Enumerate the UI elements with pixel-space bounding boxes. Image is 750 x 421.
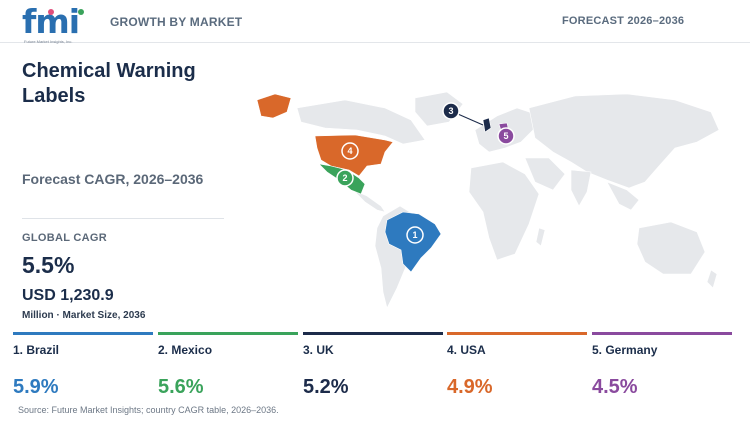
country-label: 3. UK: [303, 343, 334, 357]
logo-dot-icon: [78, 9, 84, 15]
map-marker-uk: [442, 102, 460, 120]
country-cagr-value: 4.9%: [447, 376, 493, 398]
map-marker-number: 4: [347, 146, 352, 156]
country-cagr-value: 5.6%: [158, 376, 204, 398]
middle-east-land: [524, 157, 566, 191]
forecast-subtitle: Forecast CAGR, 2026–2036: [22, 171, 204, 187]
country-label: 5. Germany: [592, 343, 658, 357]
country-cagr-value: 5.2%: [303, 376, 349, 398]
map-marker-germany: [497, 127, 515, 145]
card-accent-bar: [303, 332, 443, 335]
country-card: 2. Mexico 5.6%: [158, 332, 298, 402]
logo-tagline: Future Market Insights, Inc.: [24, 39, 73, 44]
alaska-shape: [256, 93, 292, 119]
map-marker-brazil: [406, 226, 424, 244]
card-accent-bar: [158, 332, 298, 335]
growth-by-market-label: GROWTH BY MARKET: [110, 15, 243, 29]
land-masses: [296, 91, 720, 309]
card-accent-bar: [447, 332, 587, 335]
uk-shape: [482, 117, 492, 133]
country-card: 5. Germany 4.5%: [592, 332, 732, 402]
header-bar: fmi Future Market Insights, Inc. GROWTH …: [0, 0, 750, 44]
map-marker-mexico: [336, 169, 354, 187]
map-marker-number: 2: [342, 173, 347, 183]
australia-land: [636, 221, 706, 275]
russia-asia-land: [528, 93, 720, 189]
forecast-period-label: FORECAST 2026–2036: [562, 15, 685, 27]
source-note: Source: Future Market Insights; country …: [18, 405, 279, 415]
market-size-note: Million · Market Size, 2036: [22, 310, 146, 321]
map-marker-number: 5: [503, 131, 508, 141]
market-size-value: USD 1,230.9: [22, 287, 114, 304]
map-marker-number: 3: [448, 106, 453, 116]
new-zealand-land: [706, 269, 718, 289]
country-cagr-value: 4.5%: [592, 376, 638, 398]
country-cagr-value: 5.9%: [13, 376, 59, 398]
madagascar-land: [535, 227, 546, 247]
country-label: 1. Brazil: [13, 343, 60, 357]
country-cards: 1. Brazil 5.9% 2. Mexico 5.6% 3. UK 5.2% 4. US…: [13, 332, 750, 402]
report-title: Chemical Warning Labels: [22, 60, 196, 107]
country-label: 2. Mexico: [158, 343, 213, 357]
fmi-logo[interactable]: fmi Future Market Insights, Inc.: [20, 2, 96, 44]
central-america-land: [352, 189, 386, 213]
africa-land: [468, 161, 540, 261]
logo-text: fmi: [22, 2, 80, 41]
world-map: 1 2 3 4 5: [256, 91, 720, 309]
map-marker-number: 1: [412, 230, 417, 240]
country-card: 1. Brazil 5.9%: [13, 332, 153, 402]
map-marker-usa: [341, 142, 359, 160]
southeast-asia-land: [606, 181, 640, 211]
map-markers: 1 2 3 4 5: [336, 102, 515, 244]
global-cagr-label: GLOBAL CAGR: [22, 232, 107, 244]
canada-land: [296, 99, 426, 145]
country-card: 4. USA 4.9%: [447, 332, 587, 402]
card-accent-bar: [13, 332, 153, 335]
global-cagr-value: 5.5%: [22, 252, 75, 278]
summary-divider: [22, 218, 224, 219]
country-card: 3. UK 5.2%: [303, 332, 443, 402]
country-label: 4. USA: [447, 343, 486, 357]
card-accent-bar: [592, 332, 732, 335]
logo-dot-icon: [48, 9, 54, 15]
india-land: [570, 169, 592, 207]
